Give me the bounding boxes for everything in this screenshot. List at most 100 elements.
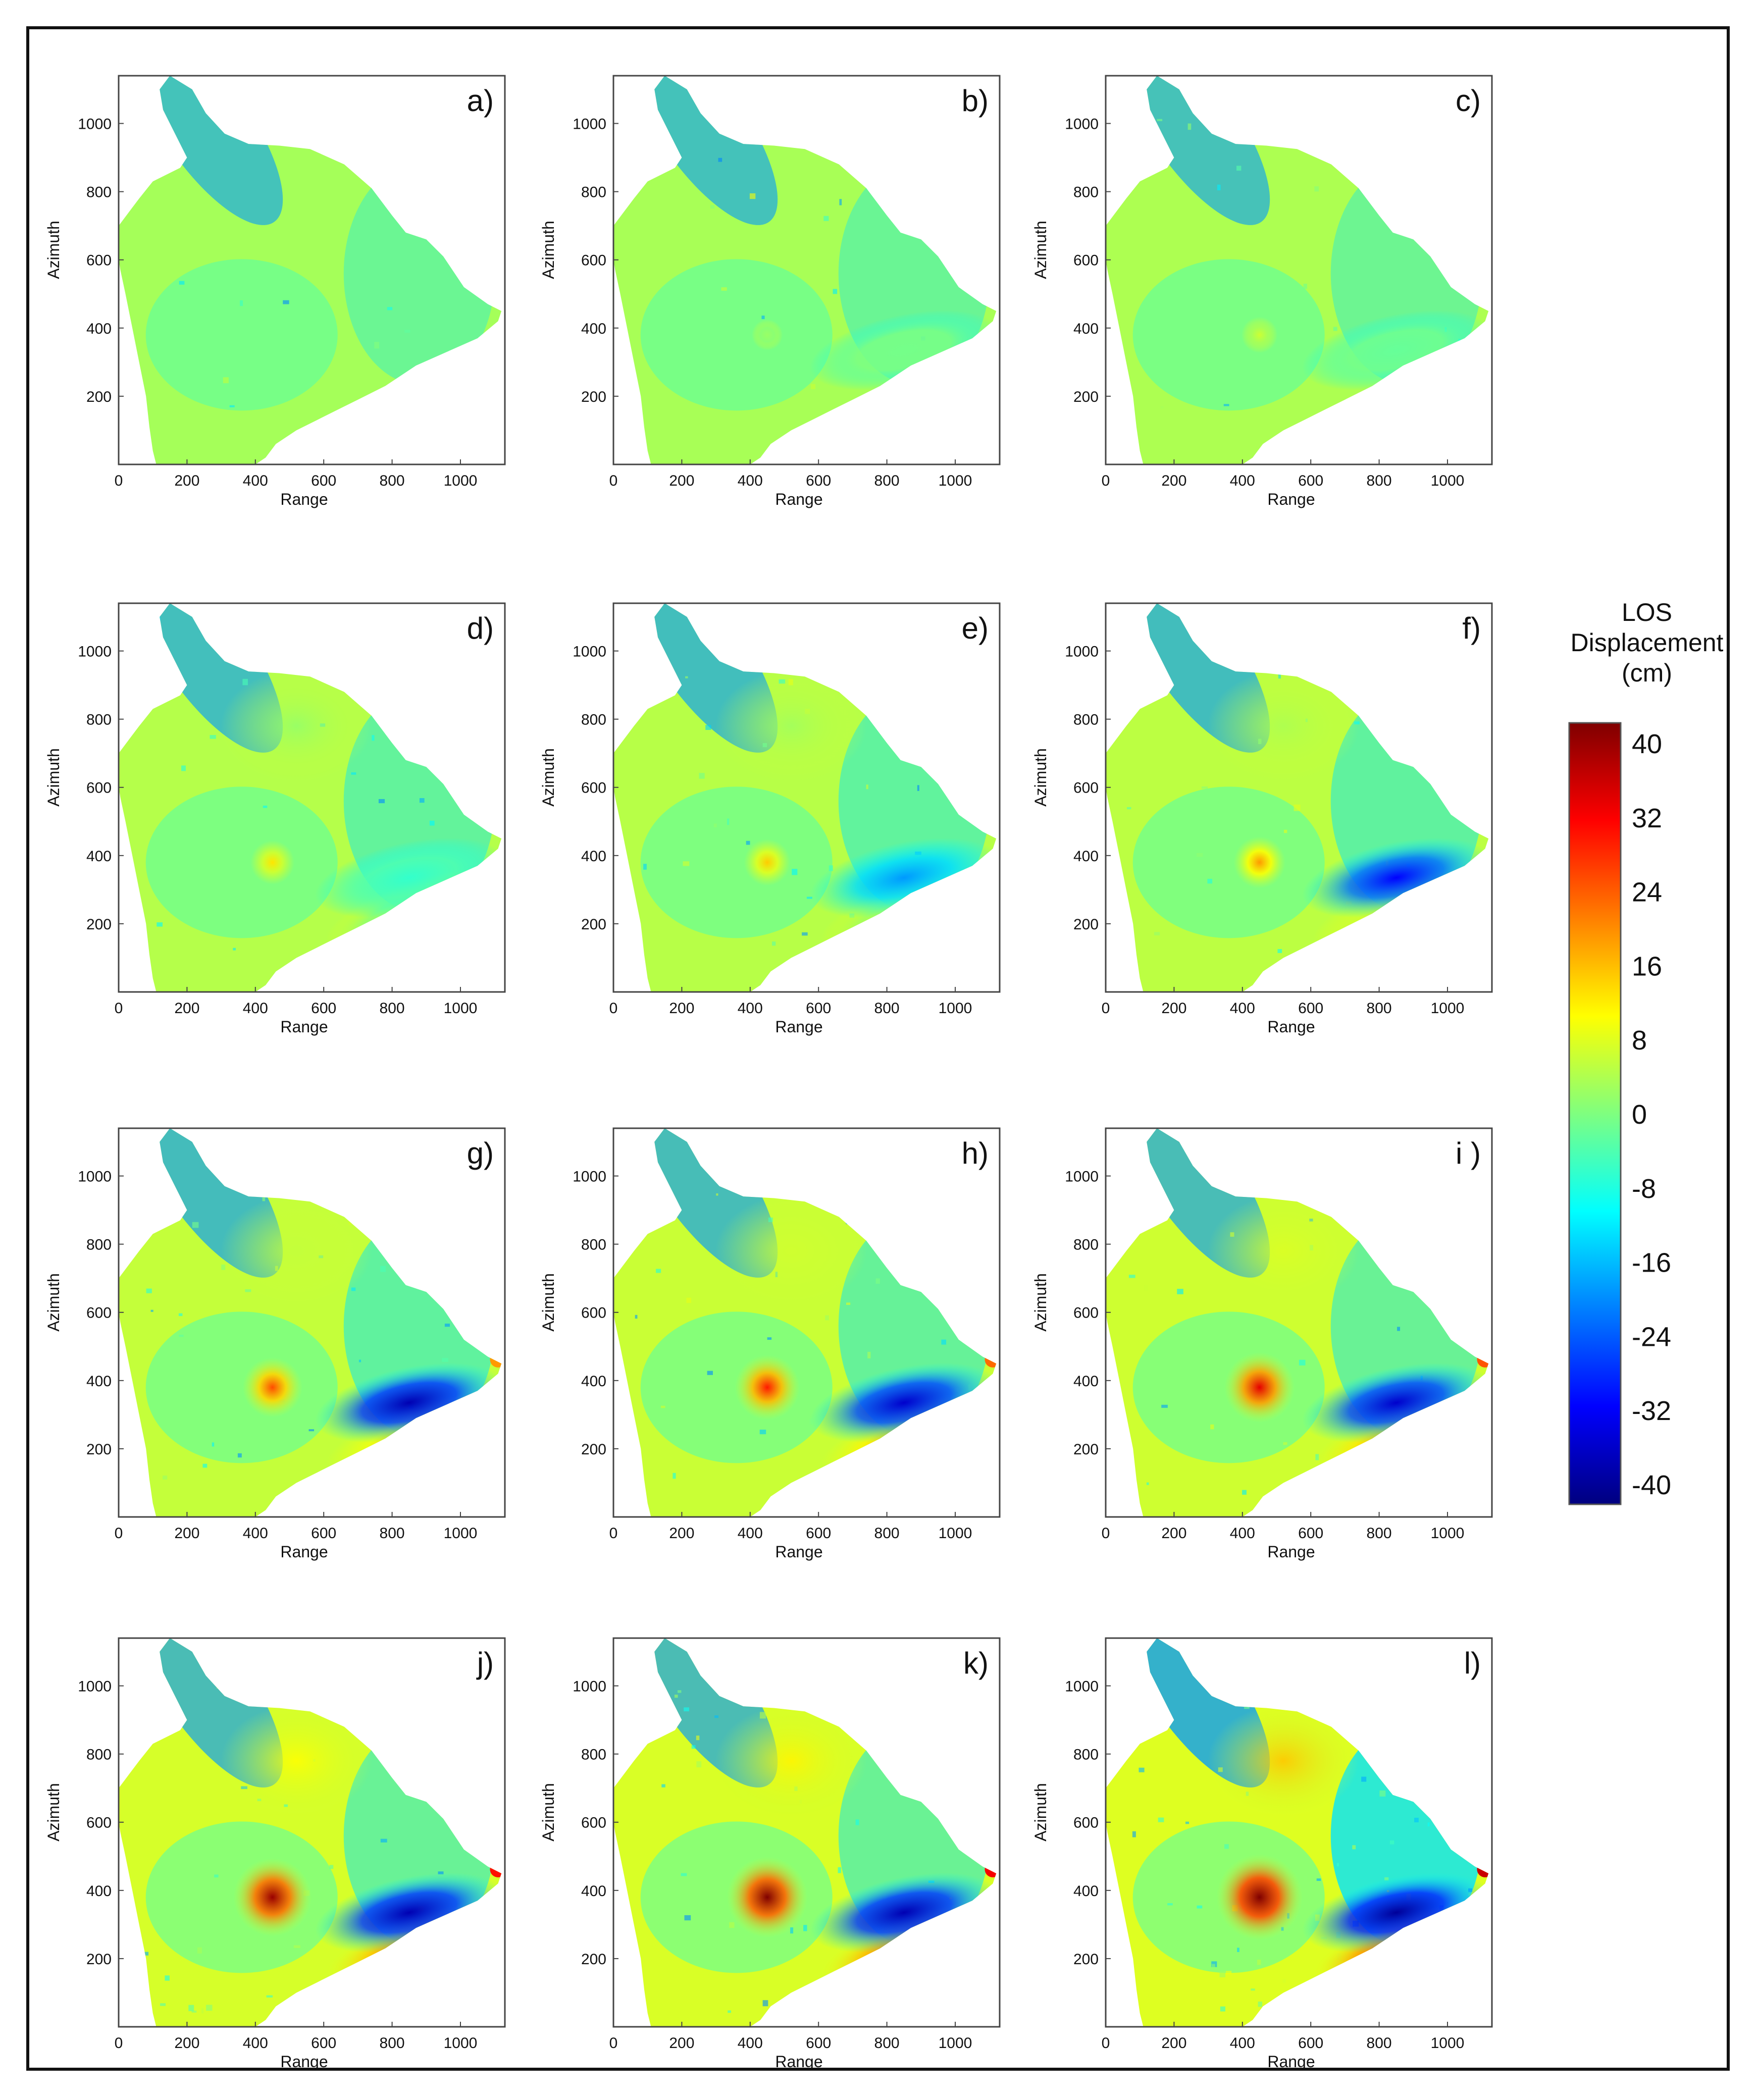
panel-label: d) — [467, 611, 494, 645]
y-tick-label: 800 — [1073, 184, 1099, 201]
y-tick-label: 600 — [86, 252, 112, 269]
y-tick-label: 600 — [581, 780, 606, 797]
x-tick-label: 1000 — [1431, 1000, 1465, 1017]
y-tick-label: 400 — [86, 848, 112, 865]
x-tick-label: 400 — [243, 472, 268, 489]
x-tick-label: 600 — [806, 1525, 831, 1542]
panel-label: f) — [1462, 611, 1481, 645]
x-axis-label: Range — [775, 1543, 822, 1561]
colorbar-tick-label: -40 — [1632, 1470, 1671, 1500]
axes-frame — [118, 75, 506, 465]
interferogram-panel: 0 200 400 600 800 1000 200 400 600 800 1000 Range Az… — [539, 1637, 1001, 2071]
y-axis-label: Azimuth — [44, 748, 63, 807]
y-tick-label: 400 — [1073, 321, 1099, 337]
x-axis-label: Range — [775, 490, 822, 508]
x-tick-label: 0 — [609, 1000, 618, 1017]
x-tick-label: 1000 — [939, 1525, 972, 1542]
x-tick-label: 800 — [380, 472, 405, 489]
x-tick-label: 1000 — [1431, 1525, 1465, 1542]
x-tick-label: 200 — [174, 2035, 199, 2052]
axes-frame — [1105, 1127, 1493, 1518]
interferogram-panel: 0 200 400 600 800 1000 200 400 600 800 1000 Range Az… — [539, 602, 1001, 1036]
x-tick-label: 200 — [174, 472, 199, 489]
interferogram-panel: 0 200 400 600 800 1000 200 400 600 800 1000 Range Az… — [1031, 75, 1493, 508]
y-tick-label: 1000 — [78, 1678, 112, 1695]
colorbar-tick-label: -24 — [1632, 1322, 1671, 1352]
y-tick-label: 400 — [1073, 1373, 1099, 1390]
colorbar-gradient — [1568, 722, 1622, 1505]
x-tick-label: 400 — [243, 1525, 268, 1542]
interferogram-panel: 0 200 400 600 800 1000 200 400 600 800 1000 Range Az… — [539, 75, 1001, 508]
y-tick-label: 400 — [581, 1883, 606, 1900]
y-tick-label: 800 — [581, 1237, 606, 1253]
y-tick-label: 600 — [86, 1815, 112, 1831]
panel-label: i ) — [1456, 1136, 1481, 1170]
x-axis-label: Range — [280, 2053, 328, 2071]
x-axis-label: Range — [280, 1543, 328, 1561]
interferogram-panel: 0 200 400 600 800 1000 200 400 600 800 1000 Range Az… — [44, 75, 506, 508]
y-axis-label: Azimuth — [44, 1783, 63, 1842]
x-tick-label: 600 — [1298, 1525, 1323, 1542]
y-tick-label: 1000 — [1065, 644, 1099, 660]
x-tick-label: 0 — [609, 1525, 618, 1542]
y-tick-label: 800 — [86, 184, 112, 201]
y-tick-label: 600 — [581, 252, 606, 269]
colorbar-title: Displacement — [1571, 628, 1724, 657]
y-tick-label: 200 — [86, 916, 112, 933]
axes-frame — [118, 1637, 506, 2028]
x-tick-label: 600 — [806, 2035, 831, 2052]
interferogram-panel: 0 200 400 600 800 1000 200 400 600 800 1000 Range Az… — [1031, 1637, 1493, 2071]
x-axis-label: Range — [775, 1018, 822, 1036]
y-tick-label: 800 — [86, 712, 112, 728]
y-tick-label: 400 — [1073, 1883, 1099, 1900]
y-tick-label: 200 — [1073, 1441, 1099, 1458]
axes-frame — [118, 602, 506, 993]
y-tick-label: 600 — [1073, 1305, 1099, 1322]
colorbar-tick-label: 40 — [1632, 729, 1662, 759]
axes-frame — [1105, 75, 1493, 465]
x-tick-label: 600 — [806, 1000, 831, 1017]
axes-frame — [1105, 1637, 1493, 2028]
interferogram-panel: 0 200 400 600 800 1000 200 400 600 800 1000 Range Az… — [44, 602, 506, 1036]
interferogram-panel: 0 200 400 600 800 1000 200 400 600 800 1000 Range Az… — [1031, 602, 1493, 1036]
x-tick-label: 0 — [115, 1525, 123, 1542]
x-tick-label: 200 — [174, 1525, 199, 1542]
axes-frame — [612, 75, 1001, 465]
x-tick-label: 0 — [115, 2035, 123, 2052]
x-tick-label: 200 — [1161, 2035, 1186, 2052]
x-tick-label: 600 — [1298, 472, 1323, 489]
y-tick-label: 400 — [581, 848, 606, 865]
interferogram-panel: 0 200 400 600 800 1000 200 400 600 800 1000 Range Az… — [44, 1127, 506, 1561]
x-tick-label: 400 — [1230, 472, 1255, 489]
x-tick-label: 800 — [1367, 2035, 1392, 2052]
y-tick-label: 800 — [581, 184, 606, 201]
x-tick-label: 0 — [609, 472, 618, 489]
x-axis-label: Range — [1267, 1018, 1315, 1036]
axes-frame — [612, 602, 1001, 993]
colorbar-tick-label: 16 — [1632, 951, 1662, 981]
y-tick-label: 1000 — [1065, 1678, 1099, 1695]
y-tick-label: 400 — [1073, 848, 1099, 865]
interferogram-panel: 0 200 400 600 800 1000 200 400 600 800 1000 Range Az… — [1031, 1127, 1493, 1561]
y-tick-label: 200 — [86, 1441, 112, 1458]
colorbar-tick-label: 0 — [1632, 1099, 1647, 1130]
axes-frame — [612, 1637, 1001, 2028]
y-axis-label: Azimuth — [1031, 221, 1050, 279]
x-tick-label: 1000 — [444, 1525, 478, 1542]
y-tick-label: 1000 — [1065, 1169, 1099, 1185]
y-tick-label: 800 — [581, 1747, 606, 1763]
y-tick-label: 1000 — [78, 1169, 112, 1185]
x-axis-label: Range — [1267, 1543, 1315, 1561]
x-tick-label: 400 — [1230, 1525, 1255, 1542]
y-tick-label: 200 — [581, 1951, 606, 1968]
x-tick-label: 200 — [1161, 1000, 1186, 1017]
y-axis-label: Azimuth — [539, 221, 557, 279]
x-tick-label: 800 — [874, 1000, 900, 1017]
x-axis-label: Range — [280, 490, 328, 508]
y-axis-label: Azimuth — [1031, 1783, 1050, 1842]
axes-frame — [118, 1127, 506, 1518]
x-tick-label: 400 — [243, 2035, 268, 2052]
y-axis-label: Azimuth — [44, 221, 63, 279]
panel-label: c) — [1456, 84, 1481, 118]
